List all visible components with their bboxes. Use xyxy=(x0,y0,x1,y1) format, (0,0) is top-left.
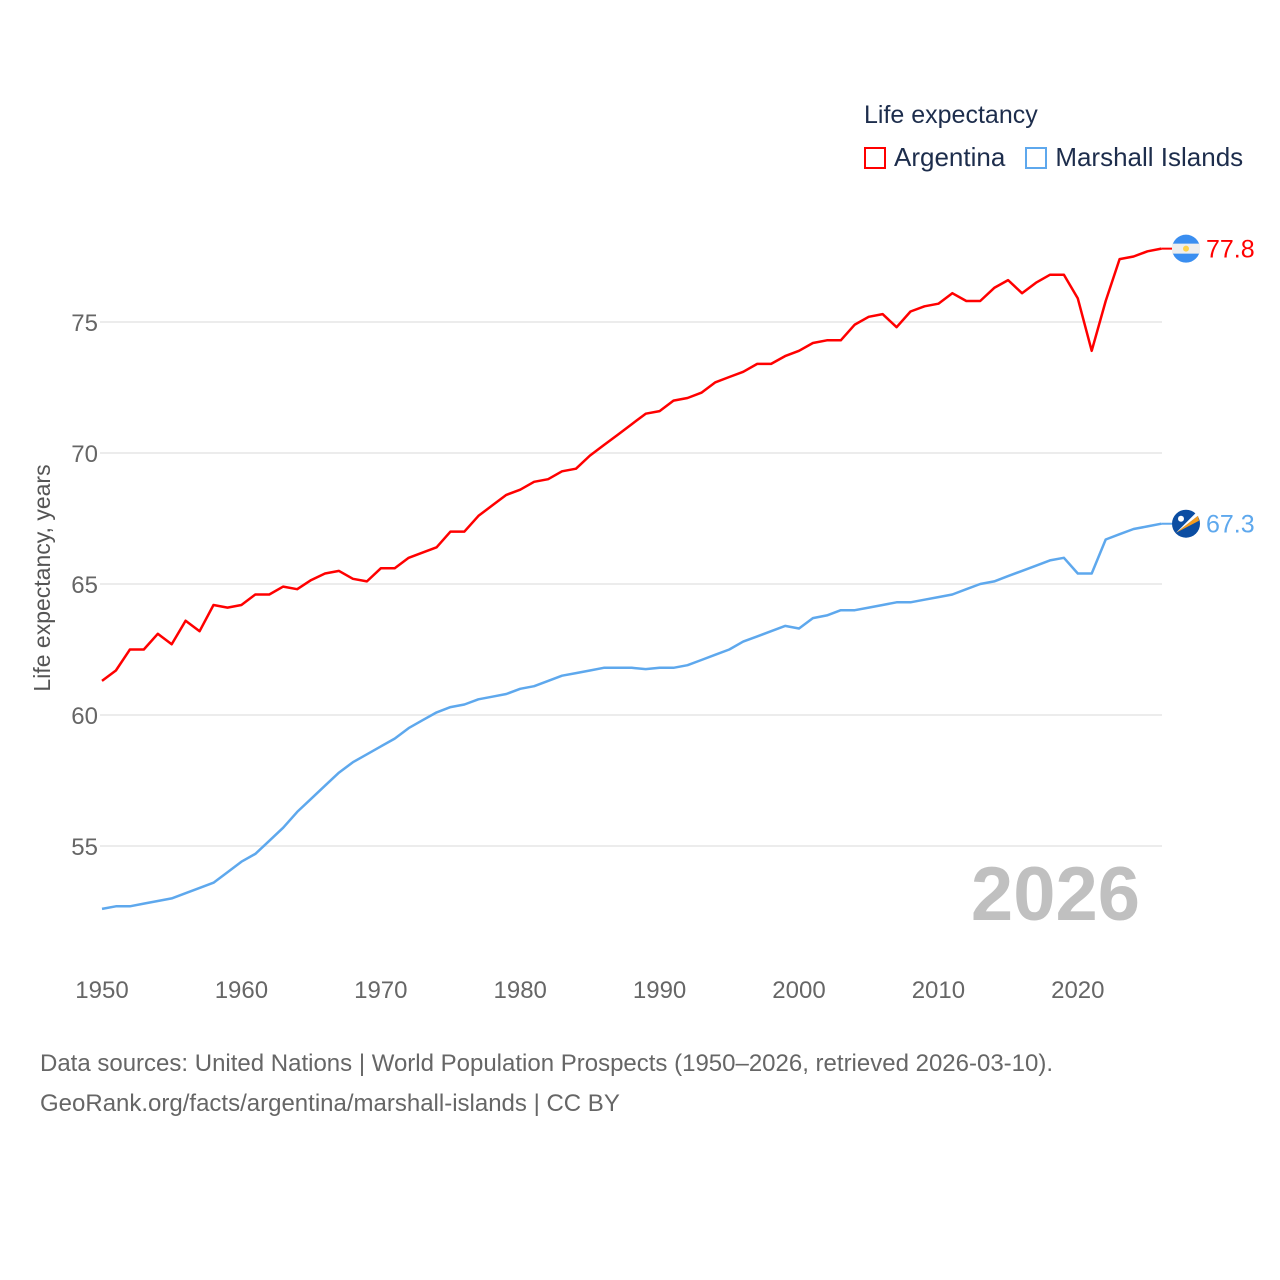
series-line-marshall-islands xyxy=(101,522,1162,911)
legend-swatch-argentina xyxy=(864,146,886,169)
flag-stripe-orange xyxy=(1176,515,1199,533)
x-tick-label: 2020 xyxy=(1051,977,1104,1004)
legend-label-argentina: Argentina xyxy=(894,142,1006,172)
x-tick-label: 1990 xyxy=(633,977,686,1004)
end-value-label: 67.3 xyxy=(1206,511,1255,539)
x-tick-label: 2010 xyxy=(912,977,965,1004)
flag-stripe-white xyxy=(1176,512,1198,533)
x-tick-label: 1970 xyxy=(354,977,407,1004)
data-source-text: Data sources: United Nations | World Pop… xyxy=(40,1050,1054,1077)
y-tick-label: 70 xyxy=(71,441,98,468)
x-tick-label: 2000 xyxy=(772,977,825,1004)
legend-swatch-marshall-islands xyxy=(1025,146,1048,169)
y-tick-label: 65 xyxy=(71,572,98,599)
series-line-argentina xyxy=(101,247,1162,682)
legend-label-marshall-islands: Marshall Islands xyxy=(1055,142,1244,172)
end-value-label: 77.8 xyxy=(1206,236,1255,264)
legend: Argentina Marshall Islands xyxy=(864,142,1263,173)
source-link[interactable]: GeoRank.org/facts/argentina/marshall-isl… xyxy=(40,1090,620,1117)
y-tick-label: 75 xyxy=(71,310,98,337)
footer: Data sources: United Nations | World Pop… xyxy=(40,1044,1053,1124)
legend-title: Life expectancy xyxy=(864,101,1038,129)
flag-sun xyxy=(1183,245,1189,252)
y-tick-label: 55 xyxy=(71,834,98,861)
legend-item-marshall-islands[interactable]: Marshall Islands xyxy=(1025,142,1243,173)
y-tick-label: 60 xyxy=(71,703,98,730)
legend-item-argentina[interactable]: Argentina xyxy=(864,142,1005,173)
x-tick-label: 1960 xyxy=(215,977,268,1004)
flag-star xyxy=(1178,515,1184,522)
year-watermark: 2026 xyxy=(971,852,1140,937)
x-tick-label: 1950 xyxy=(75,977,128,1004)
x-tick-label: 1980 xyxy=(494,977,547,1004)
y-axis-label: Life expectancy, years xyxy=(29,464,55,691)
